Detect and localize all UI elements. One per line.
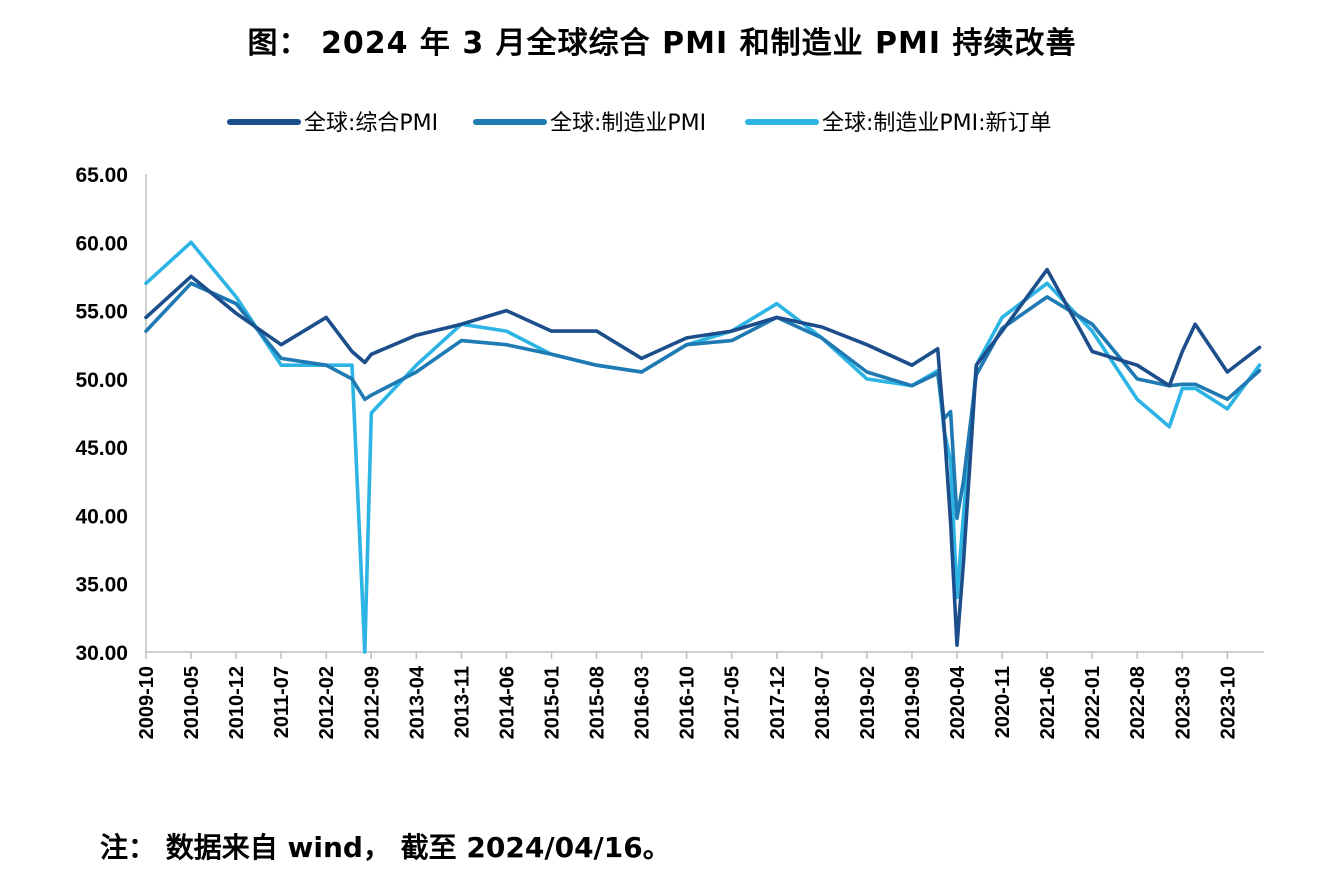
y-tick-label: 65.00 bbox=[75, 164, 128, 187]
x-tick-label: 2013-04 bbox=[406, 665, 428, 739]
y-tick-label: 30.00 bbox=[75, 642, 128, 665]
x-tick-label: 2019-09 bbox=[902, 666, 924, 739]
x-tick-label: 2016-03 bbox=[632, 666, 654, 739]
x-tick-label: 2020-11 bbox=[992, 666, 1014, 738]
y-tick-label: 55.00 bbox=[75, 301, 128, 324]
series-line bbox=[144, 281, 1262, 521]
x-tick-label: 2009-10 bbox=[136, 666, 158, 739]
y-tick-label: 35.00 bbox=[75, 574, 128, 597]
x-tick-label: 2010-05 bbox=[181, 666, 203, 739]
x-tick-label: 2023-10 bbox=[1217, 666, 1239, 739]
legend-label: 全球:制造业PMI bbox=[550, 111, 706, 136]
x-tick-label: 2015-08 bbox=[587, 666, 609, 739]
x-tick-label: 2019-02 bbox=[857, 666, 879, 739]
y-tick-label: 50.00 bbox=[75, 369, 128, 392]
x-tick-label: 2020-04 bbox=[947, 665, 969, 739]
x-axis: 2009-10 2010-05 2010-12 2011-07 2012-02 2012-… bbox=[136, 651, 1264, 739]
y-tick-label: 45.00 bbox=[75, 437, 128, 460]
x-tick-label: 2015-01 bbox=[542, 666, 564, 739]
x-tick-label: 2014-06 bbox=[496, 666, 518, 739]
source-note: 注： 数据来自 wind， 截至 2024/04/16。 bbox=[100, 831, 671, 864]
y-tick-label: 40.00 bbox=[75, 505, 128, 528]
series-line bbox=[144, 240, 1262, 654]
x-tick-label: 2012-02 bbox=[316, 666, 338, 739]
y-axis: 65.00 60.00 55.00 50.00 45.00 40.00 35.00 30.00 bbox=[75, 164, 147, 665]
x-tick-label: 2010-12 bbox=[226, 666, 248, 739]
series-lines bbox=[144, 240, 1262, 654]
x-tick-label: 2013-11 bbox=[451, 666, 473, 738]
x-tick-label: 2017-05 bbox=[722, 666, 744, 739]
x-tick-label: 2012-09 bbox=[361, 666, 383, 739]
x-tick-label: 2011-07 bbox=[271, 666, 293, 738]
x-tick-label: 2021-06 bbox=[1037, 666, 1059, 739]
chart-title: 图： 2024 年 3 月全球综合 PMI 和制造业 PMI 持续改善 bbox=[247, 26, 1077, 61]
legend: 全球:综合PMI 全球:制造业PMI 全球:制造业PMI:新订单 bbox=[227, 111, 1052, 136]
x-tick-label: 2017-12 bbox=[767, 666, 789, 739]
y-tick-label: 60.00 bbox=[75, 232, 128, 255]
legend-label: 全球:制造业PMI:新订单 bbox=[822, 111, 1052, 136]
x-tick-label: 2022-08 bbox=[1127, 666, 1149, 739]
x-tick-label: 2018-07 bbox=[812, 666, 834, 739]
legend-label: 全球:综合PMI bbox=[304, 111, 438, 136]
series-line bbox=[144, 267, 1262, 648]
x-tick-label: 2016-10 bbox=[677, 666, 699, 739]
x-tick-label: 2023-03 bbox=[1172, 666, 1194, 739]
x-tick-label: 2022-01 bbox=[1082, 666, 1104, 739]
